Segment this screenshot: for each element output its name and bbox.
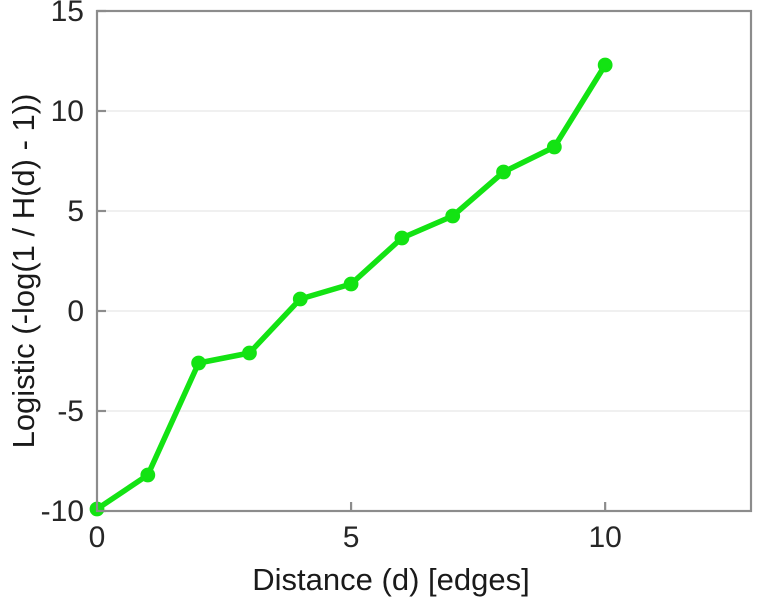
data-point-marker <box>597 57 613 73</box>
plot-box-border <box>95 9 753 513</box>
data-point-marker <box>343 276 359 292</box>
gridlines <box>97 110 751 412</box>
data-point-marker <box>292 291 308 307</box>
plot-area-background <box>97 11 751 511</box>
y-tick-label: -5 <box>57 395 84 428</box>
y-tick-label: 15 <box>51 0 84 28</box>
data-series-markers <box>89 57 613 517</box>
data-point-marker <box>496 164 511 180</box>
x-tick-label: 0 <box>89 521 106 554</box>
data-point-marker <box>191 355 207 371</box>
data-point-marker <box>445 208 461 224</box>
y-tick-label: 5 <box>67 195 84 228</box>
y-axis-tick-labels: -10 -5 0 5 10 15 <box>41 0 84 528</box>
data-point-marker <box>242 345 257 361</box>
data-point-marker <box>140 467 156 483</box>
y-tick-label: 10 <box>51 95 84 128</box>
y-tick-label: -10 <box>41 495 84 528</box>
y-tick-label: 0 <box>67 295 84 328</box>
x-tick-label: 5 <box>343 521 360 554</box>
data-point-marker <box>394 230 410 246</box>
x-axis-tick-labels: 0 5 10 <box>89 521 622 554</box>
x-axis-title: Distance (d) [edges] <box>252 562 529 597</box>
x-tick-label: 10 <box>588 521 621 554</box>
data-point-marker <box>546 139 562 155</box>
y-axis-title: Logistic (-log(1 / H(d) - 1)) <box>6 94 41 449</box>
